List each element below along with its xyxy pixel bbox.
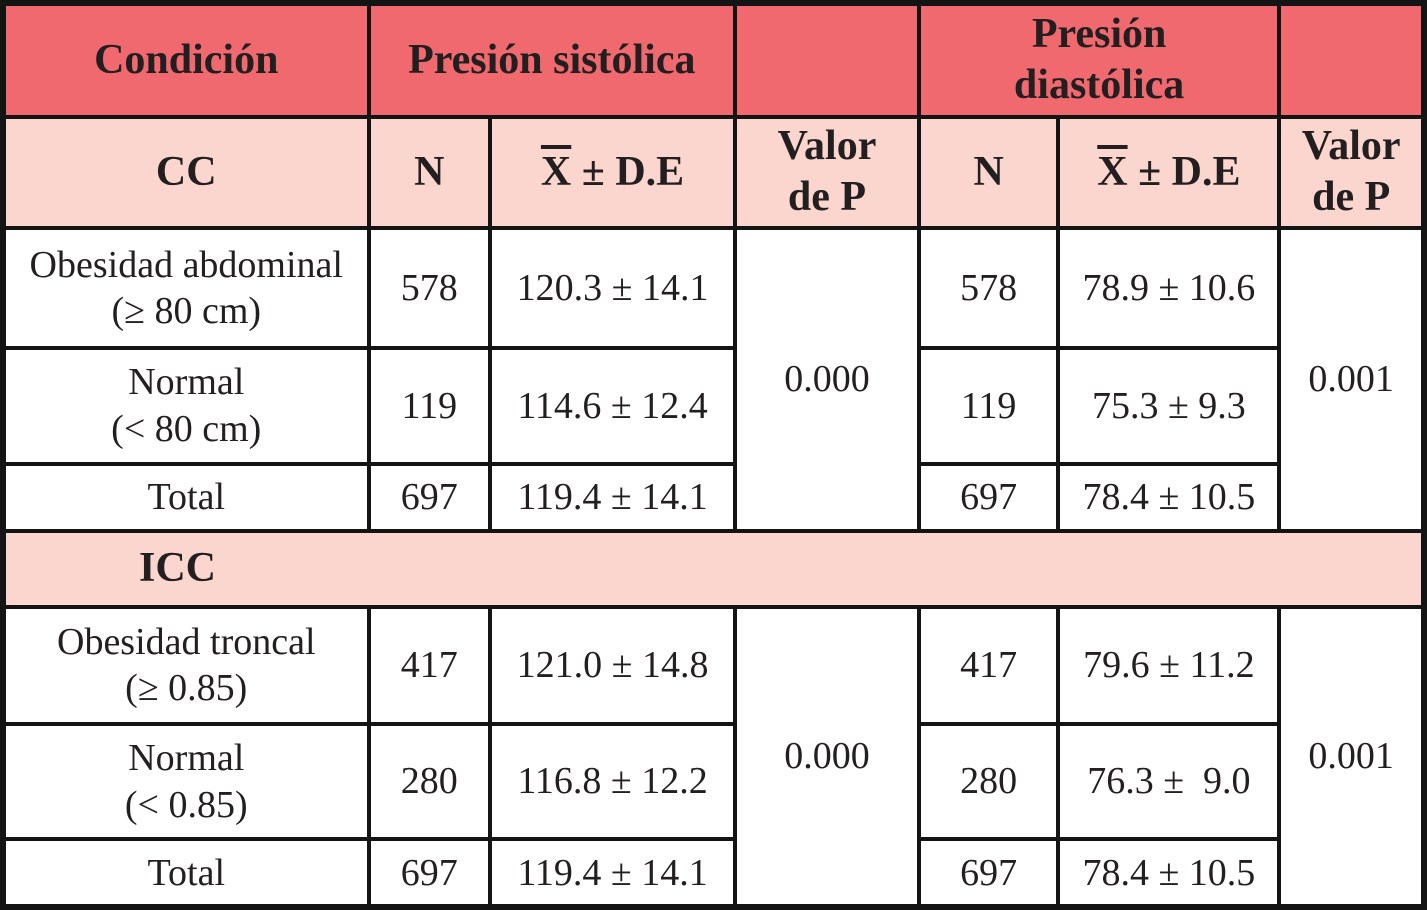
header-row-columns: CC N X ± D.E Valor de P N X ± D.E Valor … <box>1 114 1426 231</box>
x-bar-symbol: X <box>1097 148 1128 195</box>
diastolic-mean-sd-cell: 78.9 ± 10.6 <box>1056 226 1282 350</box>
plus-minus-sd-label: ± D.E <box>1127 148 1241 195</box>
diastolic-n-cell: 697 <box>916 461 1061 534</box>
header-condition: Condición <box>1 1 371 119</box>
diastolic-mean-sd-cell: 78.4 ± 10.5 <box>1056 837 1282 909</box>
subheader-diastolic-p-value: Valor de P <box>1277 114 1426 231</box>
systolic-n-cell: 119 <box>366 345 493 466</box>
subheader-systolic-n: N <box>366 114 493 231</box>
table-row: Obesidad troncal (≥ 0.85) 417 121.0 ± 14… <box>1 604 1426 910</box>
systolic-p-value-cell: 0.000 <box>733 226 921 534</box>
subheader-systolic-mean-sd: X ± D.E <box>488 114 738 231</box>
diastolic-n-cell: 417 <box>916 604 1061 726</box>
systolic-mean-sd-cell: 114.6 ± 12.4 <box>488 345 738 466</box>
diastolic-n-cell: 578 <box>916 226 1061 350</box>
subheader-systolic-p-value: Valor de P <box>733 114 921 231</box>
diastolic-n-cell: 119 <box>916 345 1061 466</box>
systolic-n-cell: 417 <box>366 604 493 726</box>
systolic-p-value-cell: 0.000 <box>733 604 921 910</box>
systolic-mean-sd-cell: 121.0 ± 14.8 <box>488 604 738 726</box>
condition-cell: Total <box>1 461 371 534</box>
diastolic-mean-sd-cell: 76.3 ± 9.0 <box>1056 721 1282 842</box>
systolic-mean-sd-cell: 116.8 ± 12.2 <box>488 721 738 842</box>
systolic-n-cell: 697 <box>366 461 493 534</box>
condition-cell: Obesidad abdominal (≥ 80 cm) <box>1 226 371 350</box>
condition-cell: Obesidad troncal (≥ 0.85) <box>1 604 371 726</box>
table-row: Normal (< 80 cm) 119 114.6 ± 12.4 119 75… <box>1 345 1424 466</box>
diastolic-mean-sd-cell: 79.6 ± 11.2 <box>1056 604 1282 726</box>
section-row-icc: ICC <box>1 529 1426 609</box>
systolic-mean-sd-cell: 119.4 ± 14.1 <box>488 461 738 534</box>
table-row: Total 697 119.4 ± 14.1 697 78.4 ± 10.5 <box>1 837 1424 909</box>
condition-cell: Normal (< 0.85) <box>1 721 371 842</box>
systolic-mean-sd-cell: 120.3 ± 14.1 <box>488 226 738 350</box>
table-row: Normal (< 0.85) 280 116.8 ± 12.2 280 76.… <box>1 721 1424 842</box>
systolic-n-cell: 578 <box>366 226 493 350</box>
diastolic-p-value-cell: 0.001 <box>1277 226 1426 534</box>
header-diastolic-p-spacer <box>1277 1 1426 119</box>
table-row: Total 697 119.4 ± 14.1 697 78.4 ± 10.5 <box>1 461 1424 534</box>
table-row: Obesidad abdominal (≥ 80 cm) 578 120.3 ±… <box>1 226 1426 534</box>
systolic-mean-sd-cell: 119.4 ± 14.1 <box>488 837 738 909</box>
diastolic-mean-sd-cell: 78.4 ± 10.5 <box>1056 461 1282 534</box>
header-systolic-pressure: Presión sistólica <box>366 1 738 119</box>
condition-cell: Normal (< 80 cm) <box>1 345 371 466</box>
section-label-icc: ICC <box>1 529 1426 609</box>
header-systolic-p-spacer <box>733 1 921 119</box>
diastolic-n-cell: 697 <box>916 837 1061 909</box>
diastolic-mean-sd-cell: 75.3 ± 9.3 <box>1056 345 1282 466</box>
systolic-n-cell: 280 <box>366 721 493 842</box>
subheader-cc: CC <box>1 114 371 231</box>
header-diastolic-pressure: Presión diastólica <box>916 1 1282 119</box>
subheader-diastolic-n: N <box>916 114 1061 231</box>
systolic-n-cell: 697 <box>366 837 493 909</box>
diastolic-n-cell: 280 <box>916 721 1061 842</box>
diastolic-p-value-cell: 0.001 <box>1277 604 1426 910</box>
subheader-diastolic-mean-sd: X ± D.E <box>1056 114 1282 231</box>
plus-minus-sd-label: ± D.E <box>571 148 685 195</box>
x-bar-symbol: X <box>540 148 572 195</box>
condition-cell: Total <box>1 837 371 909</box>
header-row-groups: Condición Presión sistólica Presión dias… <box>1 1 1426 119</box>
